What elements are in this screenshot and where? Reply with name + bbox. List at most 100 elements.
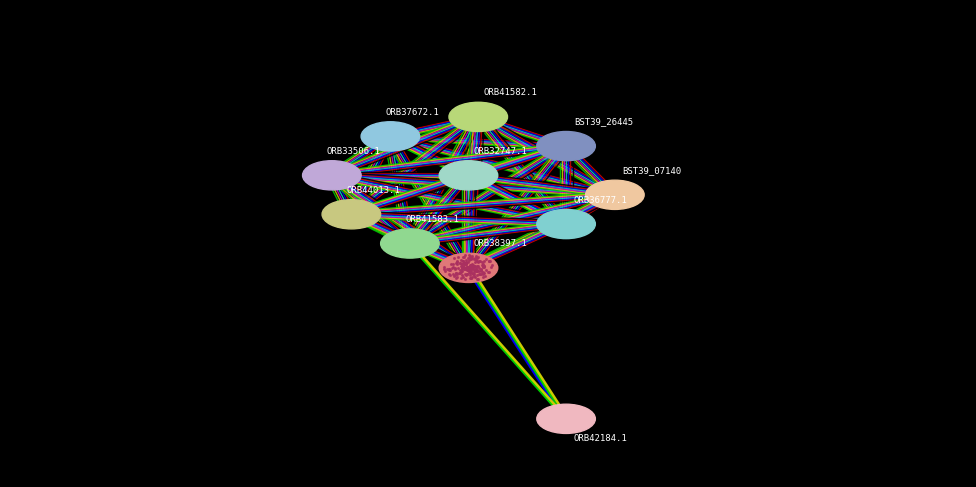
Point xyxy=(471,257,487,265)
Point xyxy=(466,271,481,279)
Point xyxy=(465,261,480,268)
Point xyxy=(467,266,482,274)
Point xyxy=(451,264,467,272)
Point xyxy=(448,274,464,282)
Point xyxy=(483,263,499,271)
Text: ORB44013.1: ORB44013.1 xyxy=(346,186,400,195)
Point xyxy=(447,263,463,271)
Point xyxy=(480,268,496,276)
Point xyxy=(464,261,479,269)
Point xyxy=(475,268,491,276)
Point xyxy=(459,264,474,272)
Point xyxy=(464,274,479,282)
Point xyxy=(469,267,485,275)
Point xyxy=(461,263,476,271)
Circle shape xyxy=(439,161,498,190)
Point xyxy=(467,258,482,266)
Point xyxy=(456,262,471,270)
Point xyxy=(462,264,477,272)
Text: ORB41582.1: ORB41582.1 xyxy=(483,89,537,97)
Point xyxy=(476,269,492,277)
Point xyxy=(462,263,477,271)
Point xyxy=(475,260,491,268)
Point xyxy=(453,260,468,267)
Point xyxy=(467,256,482,263)
Point xyxy=(461,258,476,266)
Point xyxy=(461,268,476,276)
Point xyxy=(469,254,485,262)
Point xyxy=(459,270,474,278)
Point xyxy=(467,262,482,270)
Point xyxy=(457,259,472,266)
Point xyxy=(481,268,497,276)
Point xyxy=(473,270,489,278)
Point xyxy=(457,259,472,267)
Point xyxy=(454,264,469,272)
Point xyxy=(468,266,483,274)
Point xyxy=(442,265,458,273)
Point xyxy=(449,258,465,266)
Point xyxy=(454,256,469,264)
Point xyxy=(466,261,481,269)
Point xyxy=(458,275,473,282)
Point xyxy=(463,252,478,260)
Point xyxy=(461,264,476,272)
Point xyxy=(462,264,477,272)
Point xyxy=(463,263,478,271)
Point xyxy=(459,271,474,279)
Point xyxy=(461,266,476,274)
Point xyxy=(459,262,474,270)
Point xyxy=(453,274,468,282)
Point xyxy=(459,262,474,270)
Point xyxy=(459,261,474,268)
Point xyxy=(473,265,489,273)
Point xyxy=(476,262,492,269)
Point xyxy=(463,265,478,273)
Point xyxy=(472,270,488,278)
Point xyxy=(455,257,470,265)
Text: ORB38397.1: ORB38397.1 xyxy=(473,240,527,248)
Point xyxy=(467,262,482,269)
Point xyxy=(459,259,474,267)
Point xyxy=(461,264,476,272)
Text: BST39_26445: BST39_26445 xyxy=(574,118,633,127)
Point xyxy=(467,273,482,281)
Point xyxy=(448,269,464,277)
Point xyxy=(472,257,488,265)
Text: ORB42184.1: ORB42184.1 xyxy=(574,434,628,443)
Point xyxy=(464,254,479,262)
Text: ORB41583.1: ORB41583.1 xyxy=(405,215,459,224)
Point xyxy=(469,253,485,261)
Point xyxy=(456,260,471,267)
Point xyxy=(467,270,482,278)
Point xyxy=(441,265,457,273)
Point xyxy=(462,253,477,261)
Point xyxy=(457,253,472,261)
Point xyxy=(463,264,478,272)
Point xyxy=(469,262,485,270)
Point xyxy=(461,264,476,272)
Point xyxy=(462,264,477,272)
Point xyxy=(455,258,470,265)
Point xyxy=(460,264,475,272)
Point xyxy=(464,264,479,272)
Point xyxy=(455,267,470,275)
Point xyxy=(449,259,465,267)
Point xyxy=(457,270,472,278)
Point xyxy=(464,274,479,282)
Point xyxy=(452,266,468,274)
Point xyxy=(458,259,473,266)
Point xyxy=(450,253,466,261)
Point xyxy=(461,264,476,272)
Point xyxy=(466,268,481,276)
Point xyxy=(459,270,474,278)
Point xyxy=(452,269,468,277)
Point xyxy=(450,273,466,281)
Circle shape xyxy=(322,200,381,229)
Point xyxy=(468,273,483,281)
Point xyxy=(468,264,484,272)
Point xyxy=(454,263,469,271)
Point xyxy=(470,275,486,282)
Point xyxy=(474,258,490,266)
Point xyxy=(450,270,466,278)
